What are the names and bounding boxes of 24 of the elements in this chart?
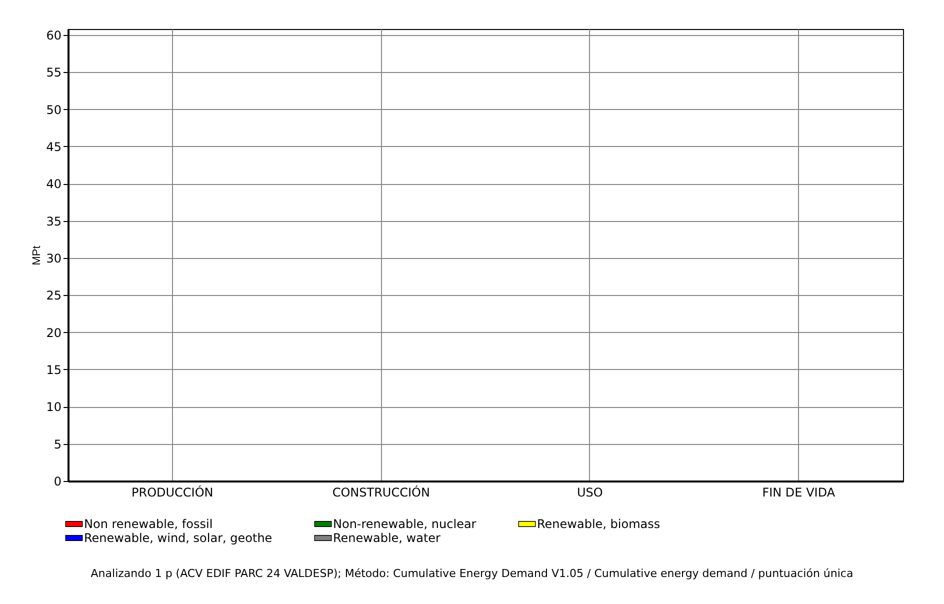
y-tick-label: 0 (54, 474, 62, 488)
x-tick-label: PRODUCCIÓN (131, 484, 214, 500)
y-axis-title: MPt (31, 246, 44, 266)
y-tick-label: 10 (46, 400, 62, 414)
y-tick-label: 20 (46, 326, 62, 340)
legend-label: Non renewable, fossil (84, 517, 213, 531)
y-tick-label: 60 (46, 28, 62, 42)
legend-label: Renewable, wind, solar, geothe (84, 531, 272, 545)
y-tick-label: 5 (54, 437, 62, 452)
text: Analizando 1 p (ACV EDIF PARC 24 VALDESP); Método: Cumulative Energy Demand V1.05 / Cumulative energy demand / puntuación única (90, 567, 854, 580)
x-tick-label: FIN DE VIDA (762, 486, 836, 500)
y-tick-label: 50 (46, 102, 62, 117)
legend-label: Renewable, biomass (537, 517, 660, 531)
y-tick-label: 55 (46, 66, 62, 80)
y-tick-label: 35 (46, 214, 62, 228)
y-tick-label: 45 (46, 140, 62, 154)
x-tick-label: USO (576, 486, 603, 500)
legend-label: Non-renewable, nuclear (333, 517, 476, 531)
y-tick-label: 30 (46, 251, 62, 266)
y-tick-label: 40 (46, 177, 62, 192)
legend-label: Renewable, water (333, 531, 441, 545)
x-tick-label: CONSTRUCCIÓN (332, 484, 430, 500)
y-tick-label: 25 (46, 288, 62, 303)
y-tick-label: 15 (46, 362, 62, 377)
